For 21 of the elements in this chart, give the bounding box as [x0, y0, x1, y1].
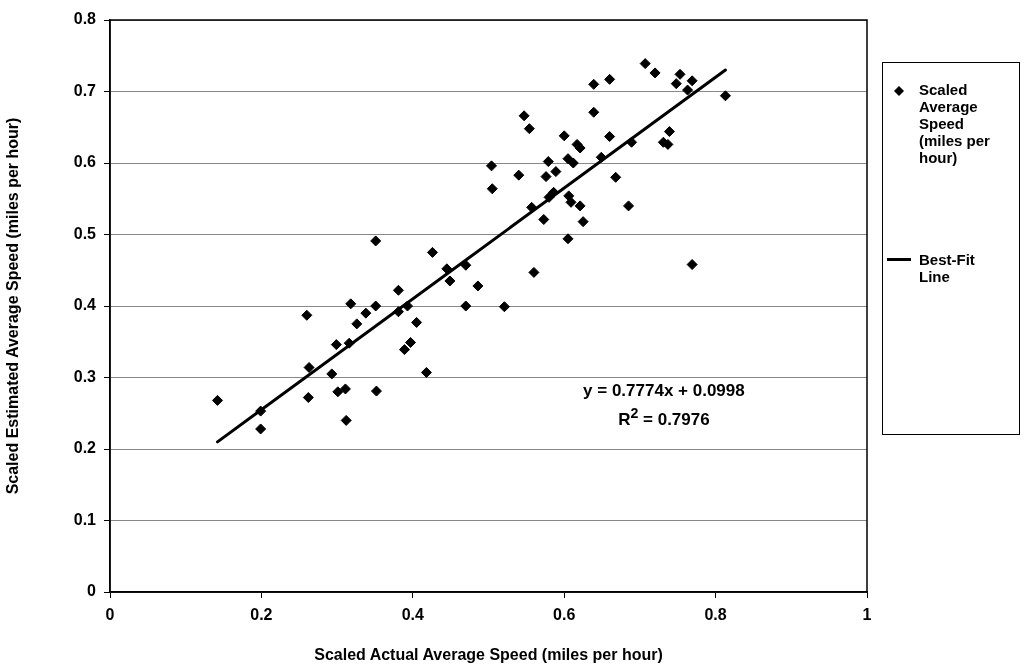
x-tick-label: 0.8	[704, 606, 727, 624]
x-tick-label: 0.6	[553, 606, 576, 624]
x-tick-label: 0	[105, 606, 115, 624]
y-tick-label: 0.7	[73, 81, 97, 99]
annotation: y = 0.7774x + 0.0998	[582, 380, 746, 403]
y-tick-label: 0	[87, 582, 97, 600]
annotation: R$^{2}$ = 0.7976	[617, 404, 711, 431]
legend-label: Best-Fit Line	[919, 251, 976, 285]
y-axis-title: Scaled Estimated Average Speed (miles per hour)	[4, 117, 22, 495]
x-tick-label: 0.4	[401, 606, 425, 624]
x-axis-title: Scaled Actual Average Speed (miles per hour)	[314, 645, 663, 663]
y-tick-label: 0.4	[73, 296, 97, 314]
y-tick-label: 0.5	[73, 224, 97, 242]
y-tick-label: 0.3	[73, 367, 97, 385]
y-tick-label: 0.6	[73, 153, 97, 171]
x-tick-label: 1	[862, 606, 872, 624]
y-tick-label: 0.8	[73, 10, 97, 28]
x-tick-label: 0.2	[250, 606, 273, 624]
y-tick-label: 0.2	[73, 439, 97, 457]
legend-label: Scaled Average Speed (miles per hour)	[919, 81, 991, 166]
y-tick-label: 0.1	[73, 510, 97, 528]
